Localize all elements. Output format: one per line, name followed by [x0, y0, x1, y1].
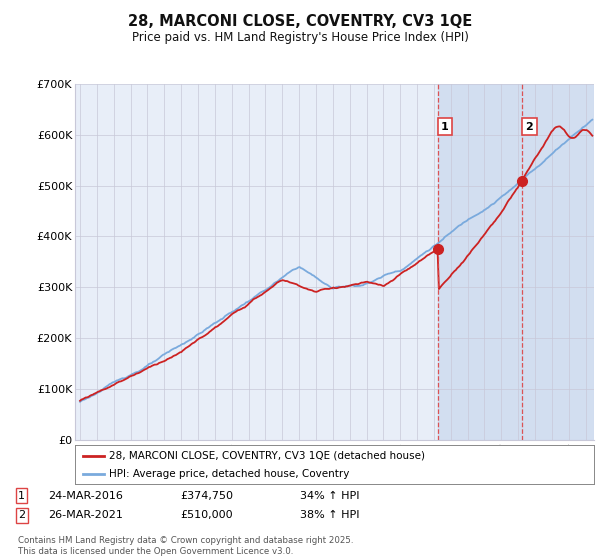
Text: Contains HM Land Registry data © Crown copyright and database right 2025.
This d: Contains HM Land Registry data © Crown c… [18, 536, 353, 556]
Text: Price paid vs. HM Land Registry's House Price Index (HPI): Price paid vs. HM Land Registry's House … [131, 31, 469, 44]
Text: 2: 2 [18, 510, 25, 520]
Text: 1: 1 [441, 122, 449, 132]
Text: £510,000: £510,000 [180, 510, 233, 520]
Bar [438, 84, 522, 440]
Text: HPI: Average price, detached house, Coventry: HPI: Average price, detached house, Cove… [109, 469, 349, 479]
Bar [522, 84, 594, 440]
Text: 24-MAR-2016: 24-MAR-2016 [48, 491, 123, 501]
Text: 28, MARCONI CLOSE, COVENTRY, CV3 1QE: 28, MARCONI CLOSE, COVENTRY, CV3 1QE [128, 14, 472, 29]
Text: 1: 1 [18, 491, 25, 501]
Text: 26-MAR-2021: 26-MAR-2021 [48, 510, 123, 520]
Text: 28, MARCONI CLOSE, COVENTRY, CV3 1QE (detached house): 28, MARCONI CLOSE, COVENTRY, CV3 1QE (de… [109, 451, 425, 461]
Text: £374,750: £374,750 [180, 491, 233, 501]
Text: 38% ↑ HPI: 38% ↑ HPI [300, 510, 359, 520]
Text: 2: 2 [526, 122, 533, 132]
Text: 34% ↑ HPI: 34% ↑ HPI [300, 491, 359, 501]
